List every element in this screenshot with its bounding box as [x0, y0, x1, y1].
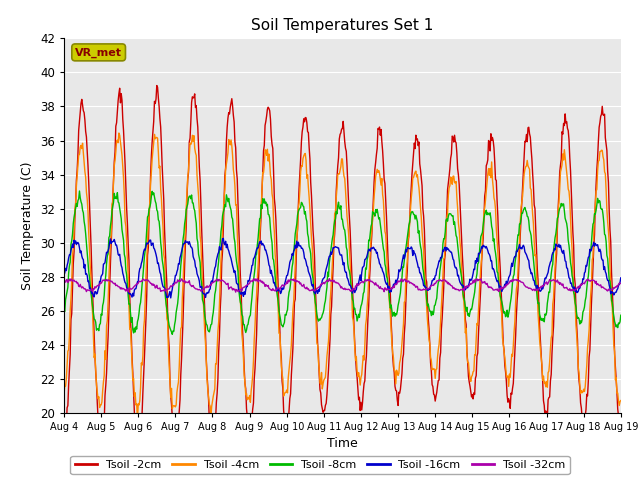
- Text: VR_met: VR_met: [75, 47, 122, 58]
- Title: Soil Temperatures Set 1: Soil Temperatures Set 1: [252, 18, 433, 33]
- X-axis label: Time: Time: [327, 437, 358, 450]
- Y-axis label: Soil Temperature (C): Soil Temperature (C): [21, 161, 35, 290]
- Legend: Tsoil -2cm, Tsoil -4cm, Tsoil -8cm, Tsoil -16cm, Tsoil -32cm: Tsoil -2cm, Tsoil -4cm, Tsoil -8cm, Tsoi…: [70, 456, 570, 474]
